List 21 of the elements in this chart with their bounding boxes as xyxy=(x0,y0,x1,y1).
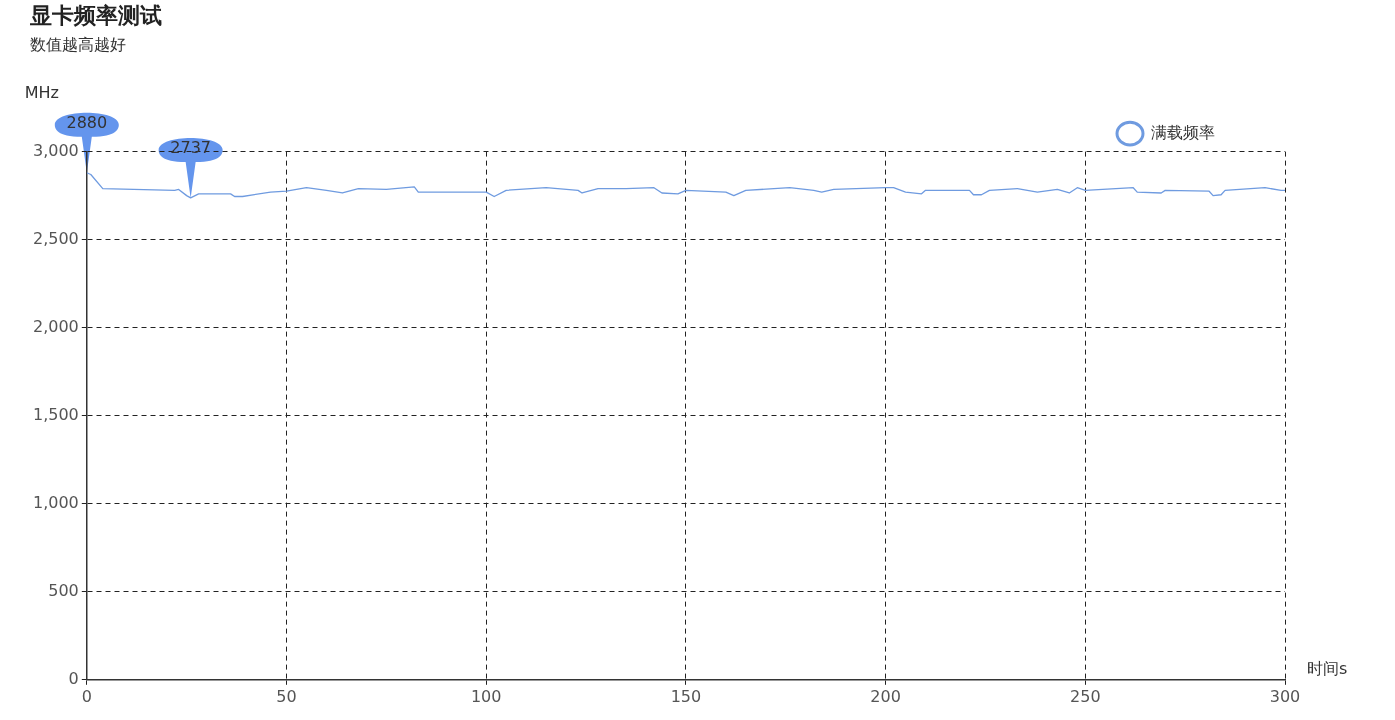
x-tick-label: 250 xyxy=(1070,686,1101,706)
y-tick-label: 2,000 xyxy=(32,316,79,336)
y-tick-label: 1,500 xyxy=(32,404,79,424)
y-tick-label: 1,000 xyxy=(32,492,79,512)
x-tick-label: 0 xyxy=(81,686,92,706)
y-tick-label: 500 xyxy=(48,580,79,600)
x-tick-label: 300 xyxy=(1269,686,1301,706)
x-axis-title: 时间s xyxy=(1307,658,1348,678)
x-tick-label: 100 xyxy=(470,686,502,706)
y-tick-label: 0 xyxy=(68,668,79,688)
annotation: 2737 xyxy=(170,138,212,158)
legend-label: 满载频率 xyxy=(1151,122,1215,142)
chart-subtitle: 数值越高越好 xyxy=(30,35,126,55)
x-tick-label: 50 xyxy=(276,686,297,706)
y-tick-label: 2,500 xyxy=(32,228,79,248)
x-tick-label: 150 xyxy=(670,686,702,706)
chart-title: 显卡频率测试 xyxy=(29,2,162,28)
y-tick-label: 3,000 xyxy=(32,140,79,160)
x-tick-label: 200 xyxy=(870,686,901,706)
annotation: 2880 xyxy=(66,112,108,132)
y-axis-title: MHz xyxy=(24,82,59,102)
